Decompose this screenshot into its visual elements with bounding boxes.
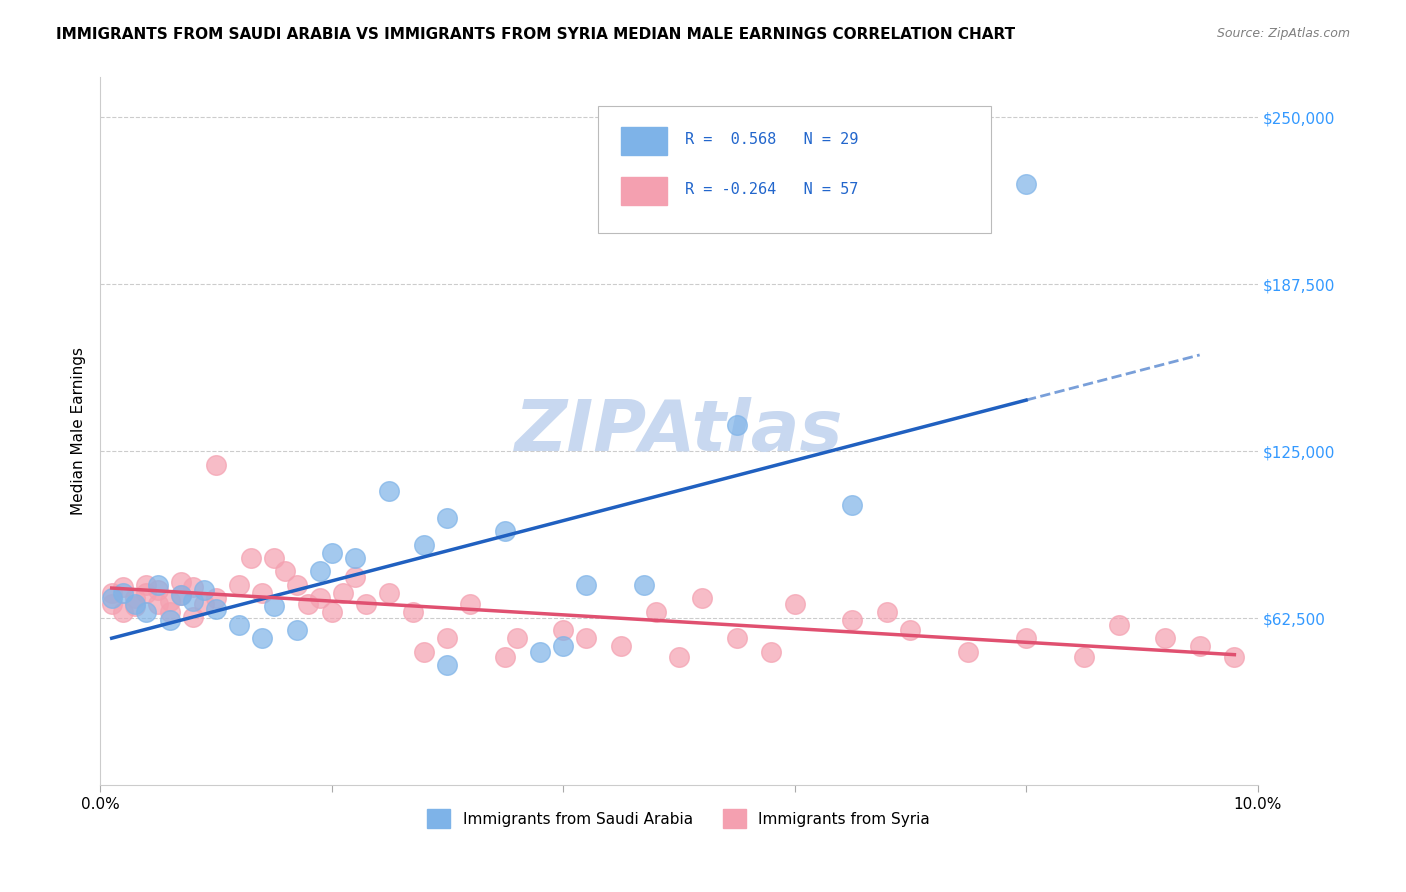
Point [170,589,193,603]
Point [170,575,193,590]
Point [725,631,748,645]
Point [100,586,122,600]
Point [263,599,285,614]
Point [205,458,228,472]
Point [690,591,713,606]
Point [575,578,598,592]
Point [297,597,319,611]
Point [124,597,146,611]
Point [436,511,458,525]
Text: R =  0.568   N = 29: R = 0.568 N = 29 [685,132,858,147]
Point [413,538,436,552]
Point [146,583,169,598]
Point [263,551,285,566]
Point [332,586,354,600]
Point [436,657,458,672]
Point [494,524,516,539]
Point [124,591,146,606]
Point [205,591,228,606]
Point [193,583,215,598]
Point [181,594,204,608]
Point [321,546,343,560]
Point [321,605,343,619]
Text: R = -0.264   N = 57: R = -0.264 N = 57 [685,182,858,197]
Point [1015,631,1038,645]
Point [250,631,273,645]
Point [309,591,332,606]
Point [285,578,308,592]
Point [193,597,215,611]
Point [494,649,516,664]
Point [170,589,193,603]
Point [1073,649,1095,664]
Point [239,551,262,566]
Point [343,570,366,584]
Point [413,644,436,658]
Point [506,631,529,645]
Point [783,597,806,611]
Point [205,602,228,616]
Point [181,610,204,624]
Point [100,597,122,611]
Point [112,581,135,595]
Point [725,417,748,432]
Point [159,613,181,627]
Point [529,644,551,658]
Point [309,565,332,579]
Point [378,586,401,600]
Point [124,599,146,614]
Point [436,631,458,645]
Point [100,591,122,606]
Point [957,644,980,658]
Point [146,597,169,611]
Point [551,639,574,653]
Point [1223,649,1246,664]
Point [250,586,273,600]
Point [343,551,366,566]
Point [181,581,204,595]
Point [575,631,598,645]
Y-axis label: Median Male Earnings: Median Male Earnings [72,347,86,516]
Point [135,586,157,600]
Point [1188,639,1211,653]
Point [135,578,157,592]
FancyBboxPatch shape [598,106,991,233]
Bar [621,127,668,155]
Bar [621,177,668,205]
Text: ZIPAtlas: ZIPAtlas [515,397,844,466]
Point [1108,618,1130,632]
Point [644,605,666,619]
Point [460,597,482,611]
Point [159,594,181,608]
Point [112,605,135,619]
Point [633,578,655,592]
Point [135,605,157,619]
Point [285,624,308,638]
Point [378,484,401,499]
Point [356,597,378,611]
Point [146,578,169,592]
Point [551,624,574,638]
Legend: Immigrants from Saudi Arabia, Immigrants from Syria: Immigrants from Saudi Arabia, Immigrants… [422,803,936,834]
Point [1154,631,1177,645]
Point [159,605,181,619]
Point [841,498,863,512]
Point [112,586,135,600]
Point [898,624,921,638]
Point [228,618,250,632]
Text: Source: ZipAtlas.com: Source: ZipAtlas.com [1216,27,1350,40]
Point [1015,178,1038,192]
Point [610,639,633,653]
Point [401,605,423,619]
Point [274,565,297,579]
Point [228,578,250,592]
Point [668,649,690,664]
Text: IMMIGRANTS FROM SAUDI ARABIA VS IMMIGRANTS FROM SYRIA MEDIAN MALE EARNINGS CORRE: IMMIGRANTS FROM SAUDI ARABIA VS IMMIGRAN… [56,27,1015,42]
Point [761,644,783,658]
Point [841,613,863,627]
Point [876,605,898,619]
